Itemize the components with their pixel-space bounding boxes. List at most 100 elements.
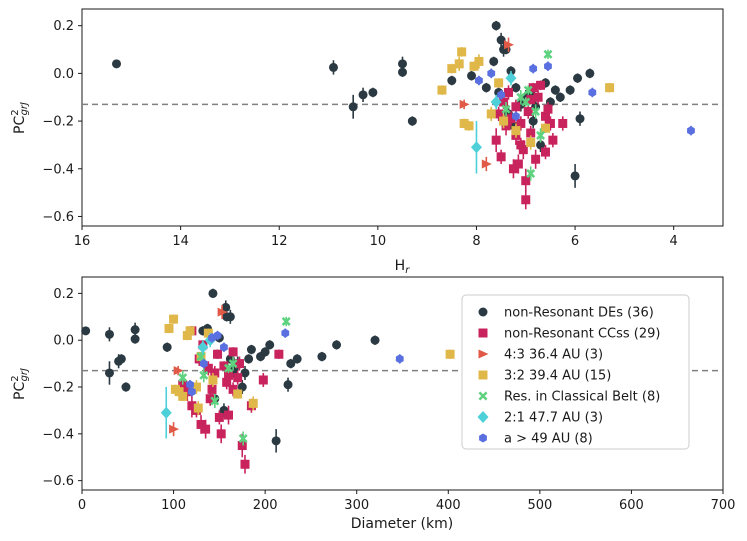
legend: non-Resonant DEs (36) non-Resonant CCss (… bbox=[461, 294, 690, 450]
ylabel-top: PC2grJ bbox=[10, 102, 30, 134]
axis-ticks-top: 16 14 12 10 8 6 4 −0.6 −0.4 −0.2 0.0 0.2 bbox=[42, 19, 677, 249]
point-bottom-4-5 bbox=[228, 359, 238, 369]
point-bottom-0-9 bbox=[208, 288, 218, 298]
point-top-6-0 bbox=[544, 61, 552, 71]
point-top-4-6 bbox=[536, 130, 546, 140]
point-top-0-5 bbox=[398, 59, 407, 69]
point-bottom-6-7 bbox=[208, 333, 216, 343]
point-bottom-0-10 bbox=[221, 302, 231, 312]
point-bottom-1-15 bbox=[224, 410, 234, 420]
point-top-6-6 bbox=[529, 64, 538, 74]
point-bottom-1-17 bbox=[213, 349, 223, 359]
point-top-0-8 bbox=[447, 76, 457, 86]
point-top-1-0 bbox=[506, 114, 516, 124]
point-bottom-3-11 bbox=[208, 375, 218, 385]
point-bottom-3-12 bbox=[233, 389, 243, 399]
point-bottom-0-5 bbox=[121, 382, 131, 392]
point-top-3-7 bbox=[474, 56, 484, 66]
point-bottom-0-30 bbox=[237, 382, 247, 392]
points-top bbox=[112, 20, 695, 210]
point-bottom-0-8 bbox=[162, 342, 172, 352]
point-top-5-0 bbox=[470, 141, 482, 154]
point-bottom-1-9 bbox=[228, 347, 238, 357]
legend-label-4: Res. in Classical Belt (8) bbox=[504, 390, 660, 405]
point-bottom-0-29 bbox=[370, 335, 380, 345]
point-bottom-0-24 bbox=[283, 380, 293, 390]
legend-marker-3 bbox=[478, 370, 488, 380]
point-top-0-25 bbox=[575, 114, 585, 124]
plot-frame-bottom bbox=[81, 276, 724, 491]
point-bottom-0-28 bbox=[332, 340, 342, 350]
point-top-1-10 bbox=[496, 152, 506, 162]
point-bottom-2-2 bbox=[217, 307, 228, 317]
point-bottom-0-27 bbox=[317, 352, 327, 362]
point-top-4-0 bbox=[543, 49, 553, 59]
point-top-3-1 bbox=[447, 64, 457, 74]
point-top-0-32 bbox=[528, 116, 538, 126]
point-top-3-6 bbox=[469, 61, 479, 71]
point-bottom-1-6 bbox=[182, 387, 192, 397]
point-top-6-1 bbox=[588, 87, 597, 97]
point-top-1-21 bbox=[543, 104, 553, 114]
point-top-3-3 bbox=[457, 47, 467, 57]
point-top-1-27 bbox=[526, 95, 536, 105]
point-bottom-1-16 bbox=[235, 359, 245, 369]
point-bottom-6-5 bbox=[220, 342, 228, 352]
legend-marker-2 bbox=[478, 349, 489, 359]
point-top-1-4 bbox=[540, 111, 550, 121]
point-top-3-10 bbox=[499, 116, 509, 126]
point-top-3-9 bbox=[494, 78, 504, 88]
ytick-label-bottom-1: −0.4 bbox=[42, 427, 74, 442]
point-bottom-1-20 bbox=[203, 363, 213, 373]
point-bottom-0-34 bbox=[260, 347, 270, 357]
xtick-label-bottom-0: 0 bbox=[78, 498, 86, 513]
point-bottom-0-33 bbox=[246, 345, 256, 355]
point-bottom-1-5 bbox=[205, 394, 215, 404]
ytick-label-bottom-4: 0.2 bbox=[53, 287, 74, 302]
point-bottom-4-6 bbox=[210, 396, 220, 406]
xtick-label-top-5: 6 bbox=[571, 234, 579, 249]
point-top-1-26 bbox=[494, 109, 504, 119]
point-bottom-1-12 bbox=[216, 429, 226, 439]
point-top-3-5 bbox=[464, 121, 474, 131]
plot-frame-top bbox=[81, 8, 724, 227]
point-top-1-28 bbox=[516, 118, 526, 128]
xtick-label-top-4: 8 bbox=[472, 234, 480, 249]
xtick-label-bottom-1: 100 bbox=[161, 498, 186, 513]
point-bottom-0-25 bbox=[286, 359, 296, 369]
point-bottom-1-13 bbox=[233, 373, 243, 383]
point-top-0-35 bbox=[467, 71, 477, 81]
point-bottom-3-4 bbox=[178, 391, 188, 401]
xtick-label-top-3: 10 bbox=[370, 234, 387, 249]
point-top-0-7 bbox=[407, 116, 417, 126]
point-bottom-6-6 bbox=[186, 380, 194, 390]
point-top-3-2 bbox=[454, 59, 464, 69]
ytick-label-bottom-0: −0.6 bbox=[42, 474, 74, 489]
point-top-2-0 bbox=[459, 99, 470, 109]
point-bottom-0-7 bbox=[130, 334, 140, 344]
point-bottom-3-1 bbox=[169, 314, 179, 324]
point-top-0-11 bbox=[496, 35, 506, 45]
point-bottom-3-8 bbox=[193, 403, 203, 413]
ytick-label-top-4: 0.2 bbox=[53, 19, 74, 34]
xtick-label-bottom-4: 400 bbox=[436, 498, 461, 513]
point-bottom-3-10 bbox=[203, 328, 213, 338]
point-top-3-11 bbox=[511, 126, 521, 136]
xtick-label-bottom-5: 500 bbox=[527, 498, 552, 513]
ytick-label-bottom-3: 0.0 bbox=[53, 334, 74, 349]
point-bottom-3-14 bbox=[445, 349, 455, 359]
point-bottom-2-0 bbox=[169, 424, 180, 434]
point-top-4-4 bbox=[501, 104, 511, 114]
point-bottom-1-21 bbox=[224, 370, 234, 380]
legend-label-5: 2:1 47.7 AU (3) bbox=[504, 411, 603, 426]
point-top-0-3 bbox=[358, 90, 368, 100]
point-bottom-0-0 bbox=[81, 326, 91, 336]
point-top-1-1 bbox=[516, 140, 526, 150]
axis-ticks-bottom: 0 100 200 300 400 500 600 700 −0.6 −0.4 −0.2 0.0 0.2 bbox=[42, 287, 735, 513]
point-top-4-1 bbox=[526, 169, 536, 179]
point-top-4-7 bbox=[523, 85, 533, 95]
xtick-label-bottom-7: 700 bbox=[711, 498, 736, 513]
point-top-0-1 bbox=[328, 62, 338, 72]
point-top-1-22 bbox=[521, 176, 531, 186]
